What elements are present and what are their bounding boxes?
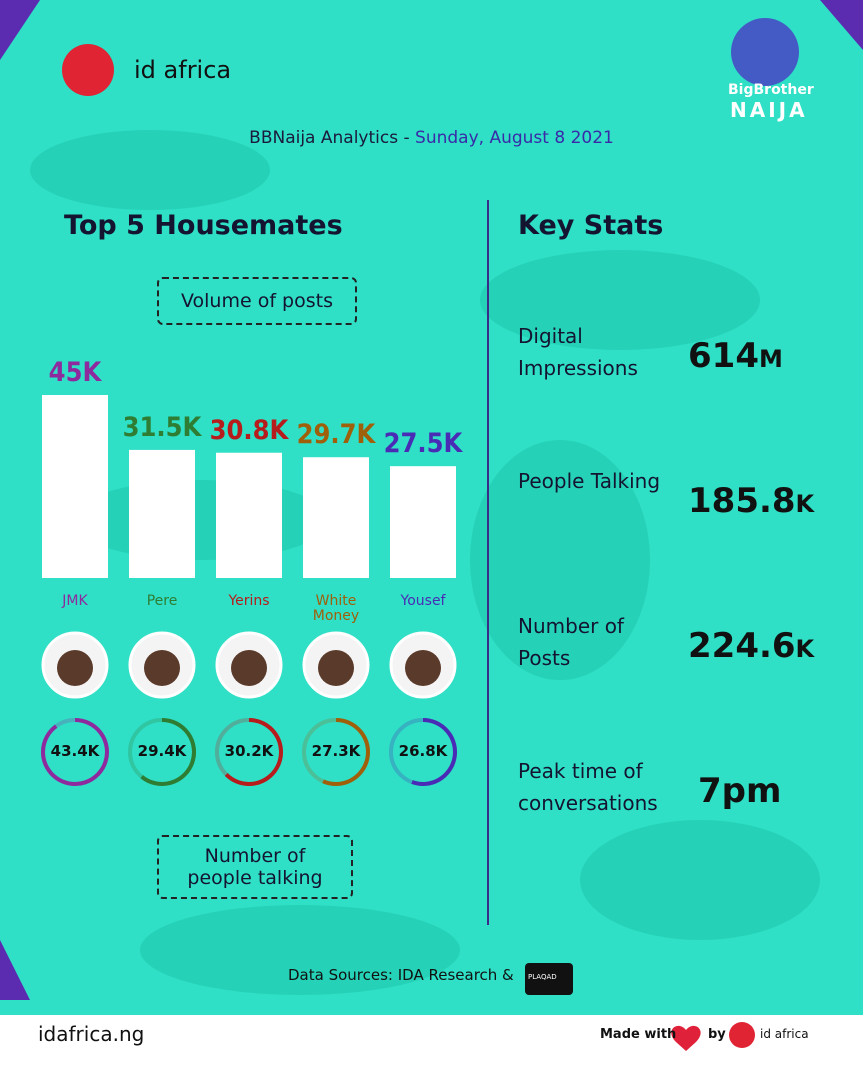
value-label: 30.8K [209, 414, 289, 446]
chart-subtitle: Volume of posts [157, 277, 357, 325]
footer-brand: id africa [760, 1027, 809, 1041]
show-sub: NAIJA [730, 98, 808, 122]
stat-label: Digital Impressions [518, 324, 638, 380]
stat-value: 614M [688, 336, 783, 376]
ring-arc [322, 718, 370, 786]
stat-label: People Talking [518, 469, 661, 493]
category-label: JMK [62, 593, 88, 609]
stat-value: 185.8K [688, 481, 814, 521]
partner: PLAQAD [528, 973, 557, 981]
site: idafrica.ng [38, 1022, 145, 1046]
stat-label: Peak time of conversations [518, 759, 658, 815]
sources: Data Sources: IDA Research & [288, 966, 514, 984]
ring-label: 30.2K [224, 742, 274, 760]
ring-arc [41, 718, 109, 786]
stat-label: Number of Posts [518, 614, 624, 670]
stat-number: 7pm [698, 771, 782, 811]
stat-unit: K [795, 490, 815, 518]
made-with: Made with [600, 1027, 677, 1042]
category-label: White Money [312, 593, 360, 624]
category-label: Pere [146, 593, 178, 609]
ring-arc [411, 718, 457, 786]
bar [129, 449, 195, 578]
ring-label: 26.8K [398, 742, 448, 760]
bar [390, 466, 456, 578]
photo-face [405, 650, 441, 686]
ring-label: 43.4K [50, 742, 100, 760]
value-label: 45K [48, 357, 102, 388]
brand: id africa [134, 56, 232, 84]
stat-number: 185.8 [688, 481, 796, 521]
category-label: Yousef [400, 593, 446, 609]
value-label: 27.5K [383, 428, 463, 460]
category-label: Yerins [228, 593, 270, 609]
value-label: 29.7K [296, 419, 376, 451]
photo-face [144, 650, 180, 686]
stat-value: 7pm [698, 771, 781, 811]
stat-value: 224.6K [688, 626, 814, 666]
ring-label: 29.4K [137, 742, 187, 760]
photo-face [231, 650, 267, 686]
header-title: BBNaija Analytics - [249, 128, 416, 148]
bar [42, 395, 108, 578]
photo-face [57, 650, 93, 686]
stat-unit: M [758, 345, 783, 373]
stats-title: Key Stats [518, 210, 664, 241]
by: by [708, 1027, 726, 1042]
stat-number: 614 [688, 336, 759, 376]
stat-unit: K [795, 635, 815, 663]
show-name: BigBrother [728, 82, 814, 98]
header: BBNaija Analytics - Sunday, August 8 202… [0, 128, 863, 148]
value-label: 31.5K [122, 411, 202, 443]
chart-title: Top 5 Housemates [64, 210, 343, 241]
stat-number: 224.6 [688, 626, 796, 666]
header-date: Sunday, August 8 2021 [415, 128, 614, 148]
ring-arc [140, 718, 196, 786]
ring-arc [224, 718, 283, 786]
ring-subtitle: Number of people talking [157, 835, 353, 899]
bar [303, 457, 369, 578]
photo-face [318, 650, 354, 686]
ring-label: 27.3K [311, 742, 361, 760]
bar [216, 452, 282, 578]
